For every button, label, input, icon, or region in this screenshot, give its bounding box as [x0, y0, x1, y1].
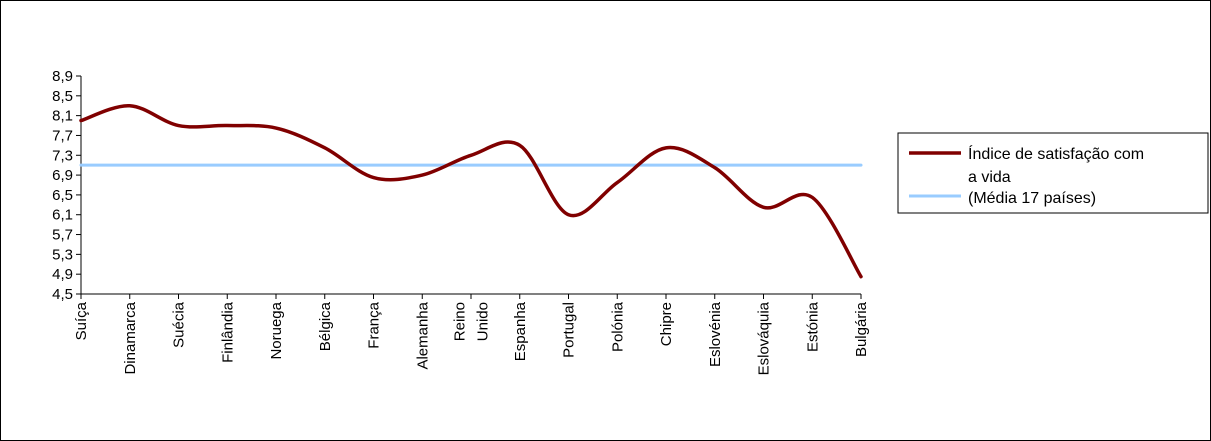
y-tick-label: 7,7 [52, 127, 73, 144]
x-axis-ticks: Suíça Dinamarca Suécia Finlândia Noruega Bélg… [73, 294, 870, 375]
series-lines [79, 103, 863, 279]
x-tick-label: Suécia [171, 301, 188, 348]
legend-label: (Média 17 países) [968, 190, 1096, 207]
legend: Índice de satisfação com a vida (Média 17 … [897, 132, 1209, 214]
x-tick-label: Chipre [658, 302, 675, 346]
x-tick-label: Finlândia [219, 301, 236, 363]
y-tick-label: 4,5 [52, 286, 73, 303]
x-tick-label: Dinamarca [122, 301, 139, 374]
x-tick-label: Estónia [804, 301, 821, 352]
y-tick-label: 6,5 [52, 187, 73, 204]
y-tick-label: 7,3 [52, 147, 73, 164]
x-tick-label: França [366, 301, 383, 348]
y-tick-label: 8,9 [52, 68, 73, 85]
x-tick-label: Bulgária [853, 301, 870, 357]
x-tick-label: Bélgica [317, 301, 334, 351]
y-tick-label: 4,9 [52, 266, 73, 283]
y-tick-label: 8,5 [52, 88, 73, 105]
x-tick-label: Reino [452, 302, 469, 341]
x-tick-label: Portugal [561, 302, 578, 358]
y-tick-label: 5,7 [52, 227, 73, 244]
x-tick-label: Unido [475, 302, 492, 341]
x-tick-label: Eslovénia [707, 301, 724, 367]
axes [80, 76, 861, 295]
y-axis-ticks: 4,5 4,9 5,3 5,7 6,1 6,5 6,9 7,3 7,7 8,1 8,5 8,9 [52, 68, 81, 303]
x-tick-label: Eslováquia [756, 301, 773, 375]
legend-label: Índice de satisfação com [968, 144, 1144, 163]
y-tick-label: 5,3 [52, 246, 73, 263]
legend-label: a vida [968, 169, 1011, 186]
x-tick-label: Noruega [268, 301, 285, 359]
series-line-satisfaction [79, 103, 863, 279]
y-tick-label: 8,1 [52, 108, 73, 125]
x-tick-label: Polónia [609, 301, 626, 352]
x-tick-label: Alemanha [414, 301, 431, 369]
y-tick-label: 6,9 [52, 167, 73, 184]
x-tick-label: Suíça [73, 301, 90, 340]
legend-box [897, 132, 1209, 214]
y-tick-label: 6,1 [52, 207, 73, 224]
x-tick-label: Espanha [512, 301, 529, 361]
